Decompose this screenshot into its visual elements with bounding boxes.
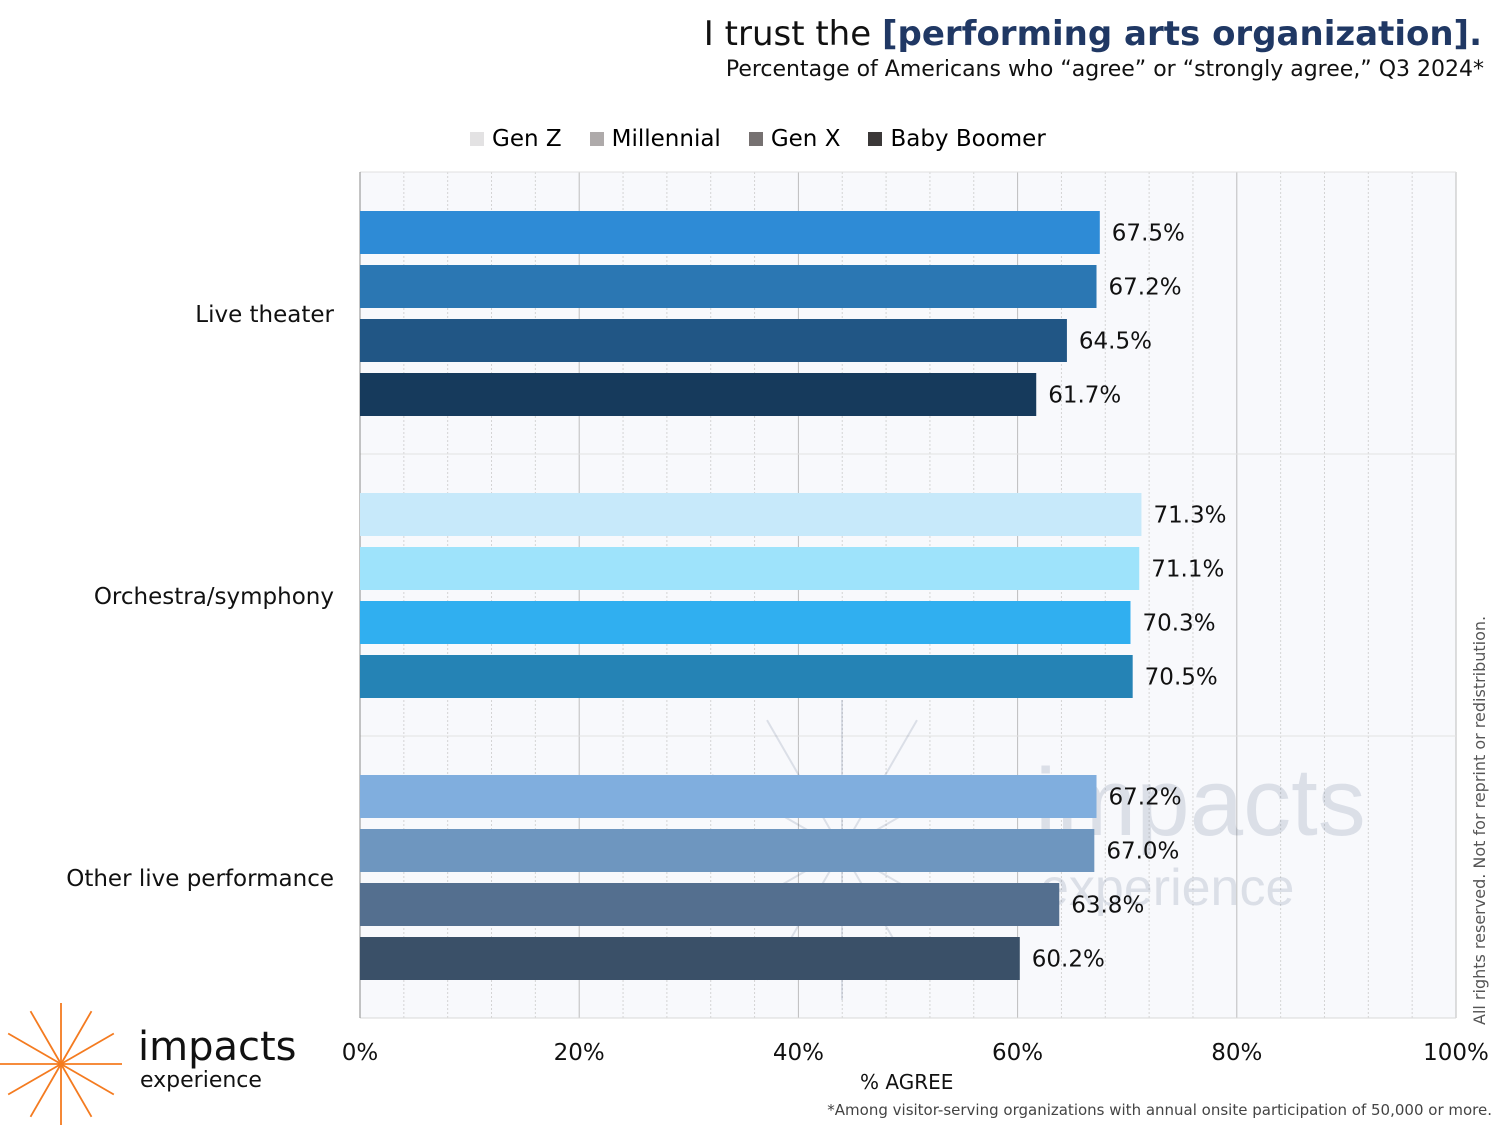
data-label: 71.3% [1153,503,1226,529]
footnote: *Among visitor-serving organizations wit… [827,1101,1492,1119]
legend-swatch [868,132,883,146]
legend-item: Gen X [748,126,841,152]
data-label: 61.7% [1048,383,1121,409]
x-tick-label: 0% [342,1040,379,1066]
logo-ray [60,1063,93,1118]
data-label: 67.2% [1109,275,1182,301]
legend-item: Baby Boomer [868,126,1046,152]
bar [360,601,1131,644]
bar [360,211,1100,254]
legend-label: Millennial [611,126,721,152]
legend-label: Baby Boomer [890,126,1046,152]
data-label: 70.5% [1145,665,1218,691]
bar [360,265,1097,308]
legend-item: Millennial [589,126,721,152]
logo-ray [29,1010,62,1065]
data-label: 67.5% [1112,221,1185,247]
logo-ray [29,1063,62,1118]
x-tick-label: 60% [992,1040,1043,1066]
x-axis-label: % AGREE [860,1070,954,1094]
bar [360,319,1067,362]
bar [360,655,1133,698]
legend: Gen Z Millennial Gen X Baby Boomer [470,126,1046,152]
legend-label: Gen X [770,126,841,152]
bar [360,775,1097,818]
starburst-logo-icon [0,1003,122,1125]
data-label: 71.1% [1151,557,1224,583]
logo-ray [60,1063,115,1096]
x-tick-label: 80% [1211,1040,1262,1066]
logo-ray [7,1032,62,1065]
x-tick-label: 40% [773,1040,824,1066]
chart-title: I trust the [performing arts organizatio… [703,14,1482,54]
rights-note: All rights reserved. Not for reprint or … [1470,615,1489,1025]
x-tick-label: 100% [1423,1040,1489,1066]
legend-swatch [589,132,604,146]
bar [360,547,1140,590]
legend-swatch [748,132,763,146]
category-label: Other live performance [66,866,334,892]
chart-subtitle: Percentage of Americans who “agree” or “… [725,57,1484,82]
logo-ray [7,1063,62,1096]
data-label: 67.2% [1109,785,1182,811]
bar [360,883,1060,926]
data-label: 70.3% [1142,611,1215,637]
bar [360,829,1095,872]
bar [360,937,1020,980]
data-label: 60.2% [1032,947,1105,973]
data-label: 67.0% [1106,839,1179,865]
bar [360,493,1142,536]
logo-subtext: experience [140,1068,262,1093]
logo-ray [60,1032,115,1065]
legend-label: Gen Z [492,126,562,152]
logo-ray [60,1010,93,1065]
x-tick-label: 20% [554,1040,605,1066]
logo-wordmark: impacts [138,1024,297,1070]
category-label: Live theater [195,302,334,328]
category-label: Orchestra/symphony [94,584,334,610]
logo-center [58,1061,64,1067]
legend-swatch [470,132,484,146]
data-label: 63.8% [1071,893,1144,919]
bar [360,373,1037,416]
legend-item: Gen Z [470,126,562,152]
data-label: 64.5% [1079,329,1152,355]
plot-area [360,172,1456,1018]
